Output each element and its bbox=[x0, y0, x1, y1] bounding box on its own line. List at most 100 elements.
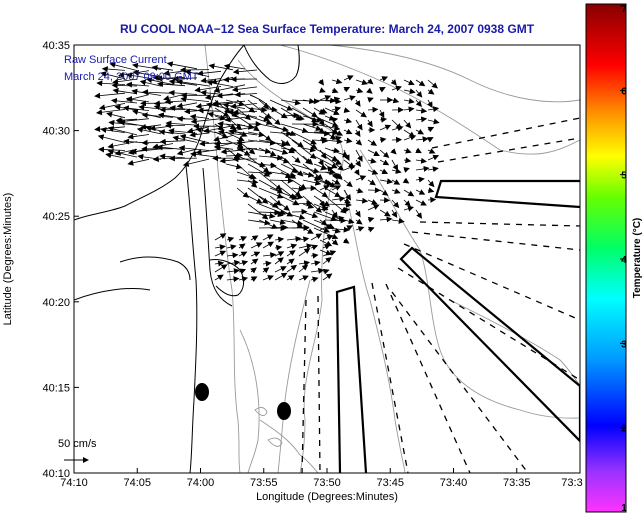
current-vector bbox=[427, 88, 435, 95]
current-vector bbox=[354, 129, 361, 138]
current-vector bbox=[258, 219, 278, 229]
current-vector bbox=[291, 193, 304, 200]
current-vector bbox=[231, 86, 258, 93]
coverage-outlines bbox=[335, 179, 580, 473]
current-vector bbox=[319, 149, 327, 160]
current-vector bbox=[226, 276, 240, 283]
current-vector bbox=[286, 243, 298, 250]
current-vector bbox=[280, 139, 291, 146]
current-vector bbox=[262, 275, 274, 281]
current-vector bbox=[391, 159, 399, 171]
current-vector bbox=[298, 264, 309, 273]
current-vector bbox=[250, 258, 259, 265]
current-vector bbox=[250, 267, 257, 274]
current-vector bbox=[182, 158, 210, 167]
current-vector bbox=[302, 115, 323, 123]
current-vector bbox=[331, 195, 346, 202]
current-vector bbox=[343, 225, 353, 231]
current-vector bbox=[258, 154, 284, 161]
current-vector bbox=[258, 195, 279, 208]
current-vector bbox=[247, 179, 258, 188]
current-vector bbox=[354, 99, 361, 107]
current-vector bbox=[176, 148, 198, 156]
current-vector bbox=[342, 237, 350, 244]
x-tick-label: 73:55 bbox=[250, 477, 278, 489]
current-vector bbox=[366, 87, 373, 94]
current-vector bbox=[226, 259, 241, 266]
current-vector bbox=[141, 112, 174, 119]
x-axis-label: Longitude (Degrees:Minutes) bbox=[256, 491, 398, 503]
current-vector bbox=[176, 79, 210, 87]
current-vector bbox=[269, 107, 288, 119]
current-vector bbox=[379, 76, 389, 82]
current-vector bbox=[247, 219, 271, 226]
current-vector bbox=[258, 179, 284, 194]
current-vector bbox=[106, 111, 126, 119]
current-vector bbox=[355, 197, 369, 204]
current-vector bbox=[258, 209, 281, 216]
current-vector bbox=[223, 63, 246, 70]
x-tick-label: 73:35 bbox=[503, 477, 531, 489]
current-vector bbox=[232, 68, 258, 75]
current-vector bbox=[427, 118, 440, 125]
current-vector bbox=[194, 86, 222, 93]
current-vector bbox=[402, 177, 410, 184]
current-vector bbox=[379, 216, 393, 223]
current-vector bbox=[214, 123, 225, 131]
station-marker-south-1 bbox=[195, 383, 209, 401]
current-vector bbox=[313, 187, 329, 198]
current-vector bbox=[355, 139, 363, 146]
current-vector bbox=[391, 188, 401, 194]
current-vector bbox=[313, 147, 339, 161]
current-vector bbox=[258, 139, 288, 147]
current-vector bbox=[280, 123, 309, 134]
current-vector bbox=[319, 179, 331, 185]
current-vector bbox=[318, 199, 325, 208]
current-vector bbox=[280, 195, 300, 206]
current-vector bbox=[390, 79, 397, 86]
current-vector bbox=[214, 244, 226, 251]
current-vector bbox=[343, 107, 351, 113]
current-vector bbox=[403, 167, 410, 173]
current-vector bbox=[319, 206, 329, 212]
current-vector bbox=[310, 276, 319, 283]
y-tick-label: 40:35 bbox=[42, 40, 70, 52]
current-vector bbox=[427, 154, 440, 161]
current-vector bbox=[298, 248, 311, 257]
current-vector bbox=[172, 135, 198, 143]
current-vector bbox=[224, 116, 246, 123]
current-vector bbox=[302, 107, 318, 118]
current-vector bbox=[378, 109, 385, 119]
colorbar-tick-label: 7 bbox=[621, 4, 627, 15]
current-vector bbox=[247, 195, 263, 204]
current-vector bbox=[280, 155, 304, 177]
current-vector bbox=[318, 119, 325, 126]
current-vector bbox=[367, 169, 379, 175]
current-vector bbox=[331, 185, 342, 191]
current-vector bbox=[319, 185, 330, 191]
legend-line-2: March 24, 2007 09:00 GMT bbox=[64, 71, 199, 83]
current-vector bbox=[247, 187, 269, 204]
current-vector bbox=[427, 187, 435, 194]
current-vector bbox=[258, 131, 272, 142]
current-vector bbox=[280, 112, 300, 119]
current-vector bbox=[197, 107, 222, 114]
current-vector bbox=[427, 79, 438, 89]
current-vector bbox=[302, 195, 322, 213]
current-vector bbox=[236, 99, 256, 113]
current-vector bbox=[96, 109, 126, 116]
current-vector bbox=[324, 201, 352, 208]
current-vector bbox=[176, 102, 198, 109]
current-vector bbox=[310, 267, 325, 274]
current-vector bbox=[379, 116, 388, 123]
current-vector bbox=[403, 88, 416, 95]
current-vector bbox=[214, 264, 228, 273]
current-vector bbox=[98, 103, 126, 111]
station-marker-south-2 bbox=[277, 402, 291, 420]
current-vector bbox=[415, 147, 422, 154]
current-vector bbox=[269, 115, 281, 126]
current-vector bbox=[331, 227, 341, 234]
current-vector bbox=[319, 165, 334, 172]
current-vector bbox=[298, 243, 313, 250]
